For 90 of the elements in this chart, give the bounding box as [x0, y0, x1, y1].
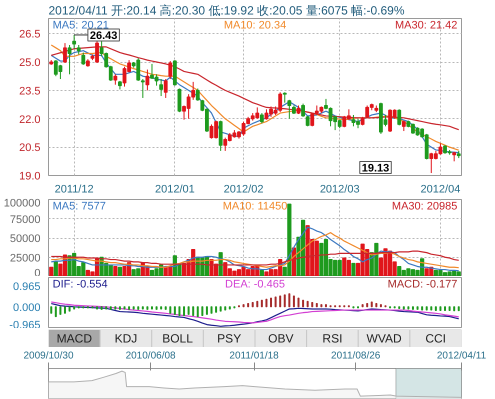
x-tick-label: 2012/02 — [224, 184, 264, 196]
candlestick — [301, 103, 305, 118]
x-tick-label: 2012/03 — [320, 184, 360, 196]
candlestick — [196, 88, 200, 102]
y-tick-label: 25000 — [10, 252, 41, 264]
candlestick — [68, 44, 72, 75]
line-series — [50, 302, 460, 327]
bar — [410, 269, 416, 276]
candlestick — [178, 88, 182, 113]
bar — [150, 270, 154, 276]
x-tick-label: 2012/01 — [154, 184, 195, 196]
candlestick — [172, 60, 177, 86]
candlestick — [168, 60, 172, 80]
bar — [351, 262, 356, 276]
category-label: OBV — [268, 332, 294, 346]
line-series — [50, 46, 460, 130]
y-tick-label: 0.965 — [12, 280, 41, 293]
text: MA5: 7577 — [52, 200, 106, 212]
text: MA30: 21.42 — [394, 20, 458, 32]
candlestick — [218, 120, 223, 152]
annotation: 26.43 — [90, 30, 118, 42]
candlestick — [397, 108, 402, 126]
bar — [154, 268, 159, 276]
category-label: KDJ — [114, 332, 138, 346]
bar — [260, 270, 264, 276]
candlestick — [260, 112, 264, 124]
text: MA10: 20.34 — [224, 20, 286, 32]
x-tick-label: 2012/04 — [420, 184, 460, 196]
y-tick-label: 19.0 — [19, 170, 41, 182]
category-label: WVAD — [366, 332, 402, 346]
bar — [54, 261, 58, 276]
candlestick — [145, 69, 150, 91]
bar — [324, 239, 328, 276]
category-label: RSI — [322, 332, 342, 346]
candlestick — [113, 74, 118, 86]
x-tick-label: 2011/01/18 — [229, 350, 280, 362]
bar — [241, 266, 246, 276]
y-tick-label: 25.0 — [19, 57, 41, 70]
candlestick — [402, 120, 406, 132]
text: DEA: -0.465 — [225, 278, 285, 290]
candlestick — [310, 112, 314, 127]
bar — [113, 266, 118, 276]
candlestick — [306, 115, 310, 127]
x-tick-label: 2010/06/08 — [126, 350, 176, 362]
candlestick — [140, 78, 145, 98]
x-tick-label: 2009/10/30 — [23, 350, 74, 362]
candlestick — [58, 64, 62, 80]
bar — [49, 266, 54, 276]
y-tick-label: 23.5 — [19, 85, 41, 98]
bar — [264, 271, 269, 276]
candlestick — [63, 42, 67, 64]
y-tick-label: 22.0 — [19, 114, 41, 126]
y-tick-label: 100000 — [4, 198, 41, 210]
chart-title: 2012/04/11 开:20.14 高:20.30 低:19.92 收:20.05 量:6075 幅:-0.69% — [48, 4, 405, 18]
x-tick-label: 2011/12 — [54, 184, 94, 196]
category-label: CCI — [425, 332, 446, 346]
line-series — [50, 301, 460, 324]
bar — [236, 269, 242, 276]
candlestick — [72, 34, 76, 50]
bar — [122, 266, 127, 276]
category-label: MACD — [56, 332, 92, 346]
series-label: MACD: -0.177 — [388, 278, 458, 290]
annotation: 19.13 — [362, 162, 390, 174]
y-tick-label: 75000 — [10, 214, 41, 226]
text: MA30: 20985 — [392, 200, 458, 212]
text: MA10: 11450 — [222, 200, 288, 212]
candlestick — [164, 78, 168, 98]
candlestick — [287, 99, 292, 120]
bar — [268, 269, 274, 276]
candlestick — [255, 106, 260, 120]
bar — [442, 272, 448, 276]
y-tick-label: 50000 — [10, 233, 41, 245]
y-tick-label: 20.5 — [19, 142, 41, 154]
line-series — [50, 250, 460, 266]
candlestick — [365, 105, 370, 118]
line-series — [50, 232, 460, 268]
category-label: BOLL — [162, 332, 194, 346]
line-series — [50, 226, 460, 272]
x-tick-label: 2012/04/11 — [436, 350, 487, 362]
series-label: DIF: -0.554 — [52, 278, 108, 290]
y-tick-label: 26.5 — [19, 28, 41, 41]
x-tick-label: 2011/08/26 — [331, 350, 381, 362]
candlestick — [223, 137, 228, 152]
bar — [438, 270, 443, 276]
text: MA5: 20.21 — [52, 20, 109, 32]
y-tick-label: 0.000 — [12, 302, 41, 314]
candlestick — [81, 52, 86, 66]
candlestick — [159, 78, 164, 97]
category-label: PSY — [217, 332, 242, 346]
bar — [118, 266, 122, 276]
